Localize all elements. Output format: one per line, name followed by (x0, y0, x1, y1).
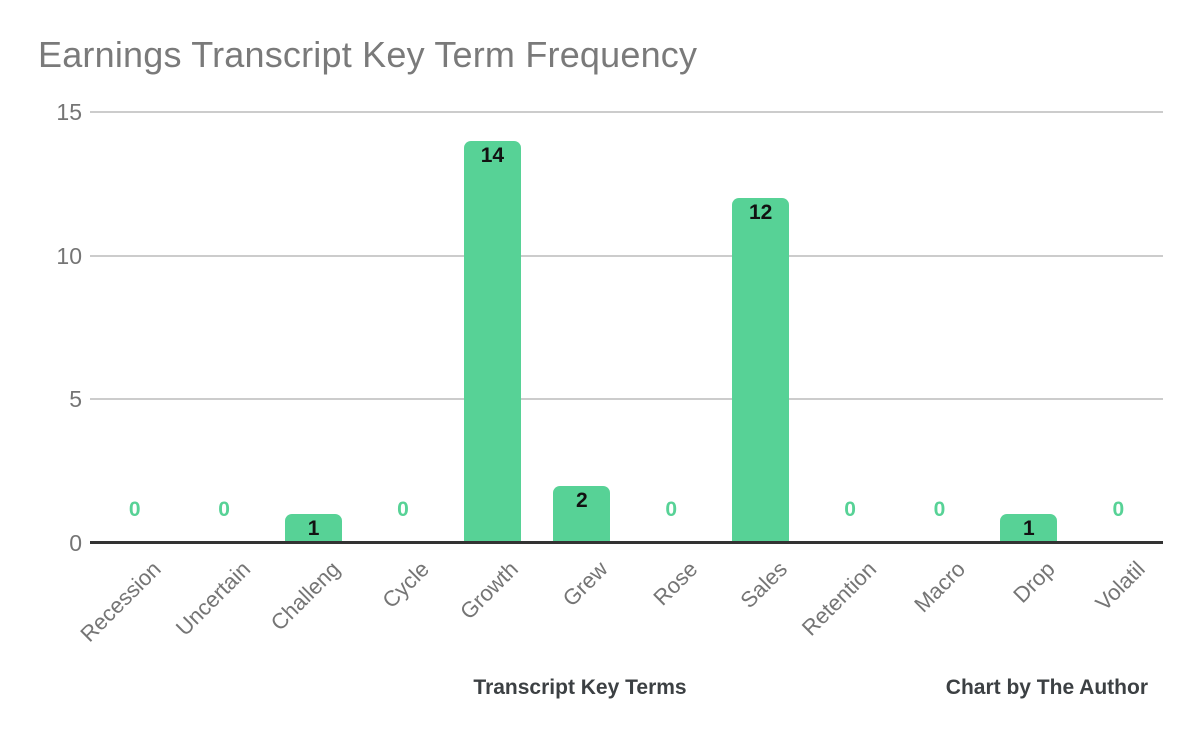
bar[interactable]: 1 (285, 514, 343, 543)
y-tick-label: 15 (56, 99, 82, 125)
category-label: Uncertain (170, 556, 256, 641)
chart-credit: Chart by The Author (945, 676, 1148, 699)
gridline (90, 398, 1163, 401)
category-label: Sales (734, 556, 792, 613)
category-label: Volatil (1090, 556, 1150, 616)
zero-value-label: 0 (933, 498, 946, 521)
zero-value-label: 0 (397, 498, 409, 521)
bar[interactable]: 2 (553, 485, 611, 543)
bar[interactable]: 14 (463, 140, 521, 543)
category-label: Drop (1008, 556, 1060, 608)
zero-value-label: 0 (218, 498, 230, 521)
category-label: Rose (648, 556, 703, 611)
gridline (90, 111, 1163, 113)
category-label: Cycle (377, 556, 434, 613)
zero-value-label: 0 (665, 498, 678, 521)
category-label: Growth (455, 556, 524, 625)
zero-value-label: 0 (844, 498, 856, 521)
bar-value-label: 1 (1023, 517, 1035, 541)
bar[interactable]: 1 (1000, 514, 1058, 543)
chart-title: Earnings Transcript Key Term Frequency (38, 34, 698, 75)
gridline (90, 254, 1163, 257)
bar[interactable]: 12 (732, 198, 790, 543)
bar-value-label: 12 (748, 201, 773, 225)
category-label: Grew (557, 556, 613, 612)
bar-value-label: 1 (307, 517, 320, 541)
zero-value-label: 0 (128, 498, 141, 521)
x-axis-title: Transcript Key Terms (473, 676, 687, 699)
category-label: Retention (796, 556, 882, 641)
y-tick-label: 10 (56, 242, 82, 269)
plot-area: 0 5 10 15 0 Recession 0 Uncertain 1 Challeng 0 Cycl… (56, 99, 1163, 647)
category-label: Recession (75, 556, 166, 647)
y-tick-label: 0 (69, 530, 82, 556)
bar-value-label: 14 (480, 143, 505, 167)
x-axis-line (90, 541, 1163, 544)
bar-value-label: 2 (575, 488, 588, 512)
y-tick-label: 5 (69, 386, 82, 413)
zero-value-label: 0 (1112, 498, 1125, 521)
category-label: Macro (909, 556, 971, 618)
category-label: Challeng (265, 556, 345, 636)
